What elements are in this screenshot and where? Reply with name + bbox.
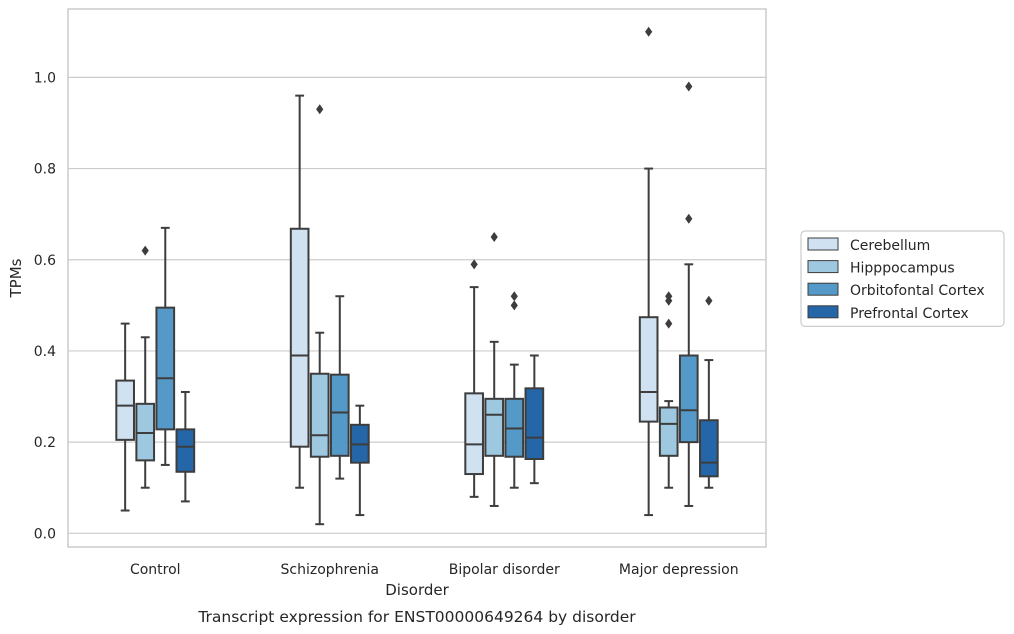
- outlier-marker: [141, 245, 149, 256]
- outlier-marker: [316, 104, 324, 115]
- y-tick-label: 0.8: [34, 162, 56, 178]
- outlier-marker: [705, 295, 713, 306]
- legend-swatch: [807, 305, 839, 319]
- box-cerebellum-bipolar-disorder: [464, 259, 484, 498]
- box-cerebellum-control: [115, 322, 135, 512]
- legend-label: Orbitofontal Cortex: [850, 283, 985, 299]
- legend-swatch: [807, 237, 839, 251]
- grid-lines: [68, 76, 766, 534]
- box-cerebellum-major-depression: [638, 26, 659, 517]
- plot-frame: [67, 8, 767, 548]
- box-body: [678, 354, 699, 444]
- x-tick-label: Control: [130, 562, 181, 578]
- x-axis-ticks: Control Schizophrenia Bipolar disorder Majo…: [130, 562, 739, 578]
- box-prefrontal-cortex-major-depression: [699, 295, 719, 489]
- y-axis-ticks: 0.0 0.2 0.4 0.6 0.8 1.0: [34, 70, 56, 542]
- box-cerebellum-schizophrenia: [289, 94, 310, 489]
- legend-label: Hipppocampus: [850, 261, 955, 277]
- outlier-marker: [685, 81, 693, 92]
- outlier-marker: [685, 213, 693, 224]
- box-prefrontal-cortex-control: [175, 390, 196, 503]
- box-hipppocampus-bipolar-disorder: [484, 231, 505, 507]
- x-tick-label: Major depression: [619, 562, 739, 578]
- box-orbitofontal-cortex-control: [155, 226, 176, 466]
- box-prefrontal-cortex-bipolar-disorder: [524, 354, 545, 485]
- box-body: [329, 373, 350, 457]
- box-body: [658, 406, 679, 457]
- box-body: [175, 428, 196, 473]
- box-hipppocampus-major-depression: [658, 291, 679, 489]
- box-body: [484, 397, 505, 457]
- outlier-marker: [510, 300, 518, 311]
- legend-swatch: [807, 260, 839, 274]
- legend-label: Cerebellum: [850, 238, 930, 254]
- y-tick-label: 1.0: [34, 70, 56, 86]
- box-hipppocampus-control: [135, 245, 156, 489]
- legend-frame: [800, 230, 1005, 328]
- x-tick-label: Schizophrenia: [281, 562, 379, 578]
- box-layer: [115, 26, 719, 526]
- box-body: [699, 419, 719, 478]
- box-body: [309, 372, 330, 458]
- y-tick-label: 0.2: [34, 435, 56, 451]
- outlier-marker: [470, 259, 478, 270]
- legend-swatch: [807, 282, 839, 296]
- outlier-marker: [665, 291, 673, 302]
- box-body: [115, 379, 135, 441]
- legend-label: Prefrontal Cortex: [850, 306, 969, 322]
- y-tick-label: 0.4: [34, 344, 56, 360]
- box-orbitofontal-cortex-bipolar-disorder: [504, 291, 525, 489]
- outlier-marker: [665, 318, 673, 329]
- x-axis-title: Disorder: [385, 581, 449, 599]
- y-axis-title: TPMs: [7, 258, 25, 298]
- box-orbitofontal-cortex-major-depression: [678, 81, 699, 507]
- box-body: [155, 306, 176, 431]
- box-hipppocampus-schizophrenia: [309, 104, 330, 526]
- y-tick-label: 0.6: [34, 253, 56, 269]
- outlier-marker: [645, 26, 653, 37]
- outlier-marker: [490, 231, 498, 242]
- legend: Cerebellum Hipppocampus Orbitofontal Corte…: [800, 230, 1005, 328]
- box-orbitofontal-cortex-schizophrenia: [329, 295, 350, 480]
- box-prefrontal-cortex-schizophrenia: [350, 404, 370, 517]
- box-body: [524, 387, 545, 461]
- outlier-marker: [510, 291, 518, 302]
- box-body: [464, 392, 484, 476]
- box-body: [638, 316, 659, 423]
- chart-caption: Transcript expression for ENST0000064926…: [197, 608, 636, 626]
- x-tick-label: Bipolar disorder: [449, 562, 560, 578]
- y-tick-label: 0.0: [34, 526, 56, 542]
- box-body: [289, 227, 310, 448]
